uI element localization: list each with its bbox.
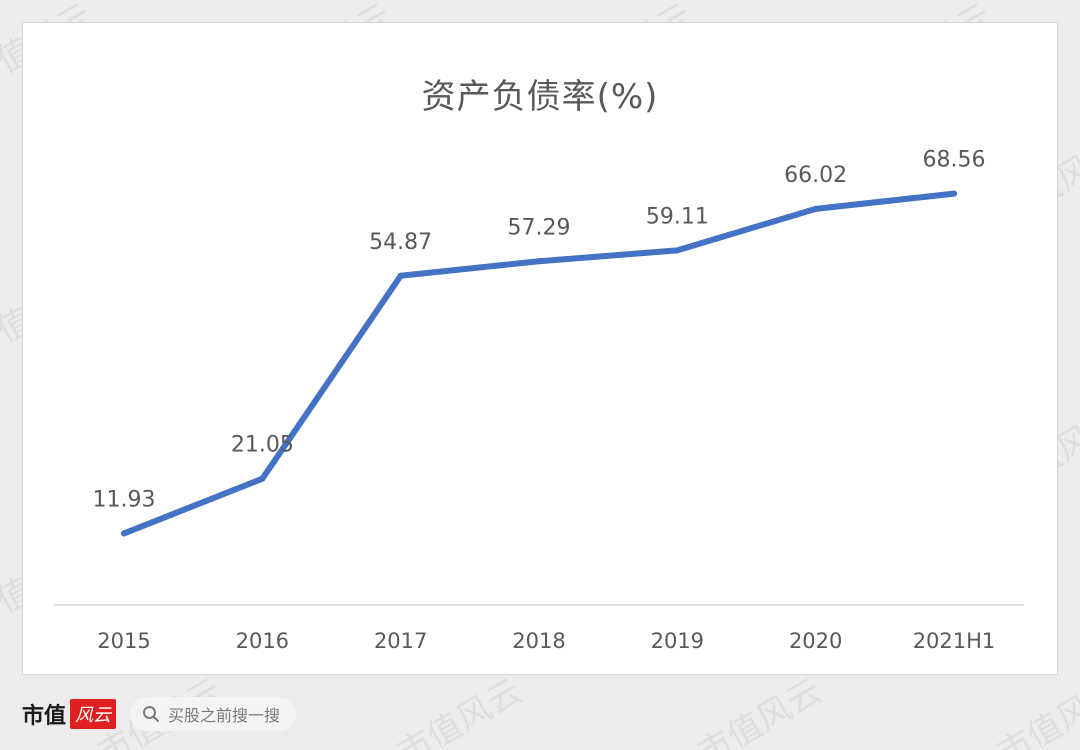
x-tick-label: 2021H1 <box>913 629 996 653</box>
data-label: 66.02 <box>784 163 847 188</box>
data-label: 21.05 <box>231 433 294 458</box>
x-tick-label: 2016 <box>236 629 289 653</box>
x-tick-label: 2017 <box>374 629 427 653</box>
series-line <box>121 190 957 537</box>
x-tick-label: 2020 <box>789 629 842 653</box>
data-label: 57.29 <box>508 215 571 240</box>
search-bar[interactable]: 买股之前搜一搜 <box>130 697 297 731</box>
brand-logo-mark: 风云 <box>70 699 117 729</box>
data-point <box>674 247 681 254</box>
x-tick-label: 2015 <box>97 629 150 653</box>
data-point <box>397 272 404 279</box>
data-label: 59.11 <box>646 204 709 229</box>
data-point <box>121 530 127 537</box>
data-point <box>536 258 542 265</box>
x-tick-label: 2019 <box>651 629 704 653</box>
search-text: 买股之前搜一搜 <box>168 706 281 725</box>
data-point <box>951 190 957 197</box>
search-icon <box>143 706 160 722</box>
chart-title: 资产负债率(%) <box>421 77 659 117</box>
data-point <box>259 475 266 482</box>
data-label: 68.56 <box>923 148 986 173</box>
data-label: 54.87 <box>369 230 432 255</box>
brand-logo: 市值 风云 <box>22 698 117 730</box>
brand-text: 市值 <box>22 703 67 729</box>
footer: 市值 风云 买股之前搜一搜 <box>22 694 297 734</box>
chart-card: 资产负债率(%) <box>22 22 1058 675</box>
data-label: 11.93 <box>93 487 156 512</box>
data-point <box>812 205 819 212</box>
x-tick-label: 2018 <box>512 629 565 653</box>
